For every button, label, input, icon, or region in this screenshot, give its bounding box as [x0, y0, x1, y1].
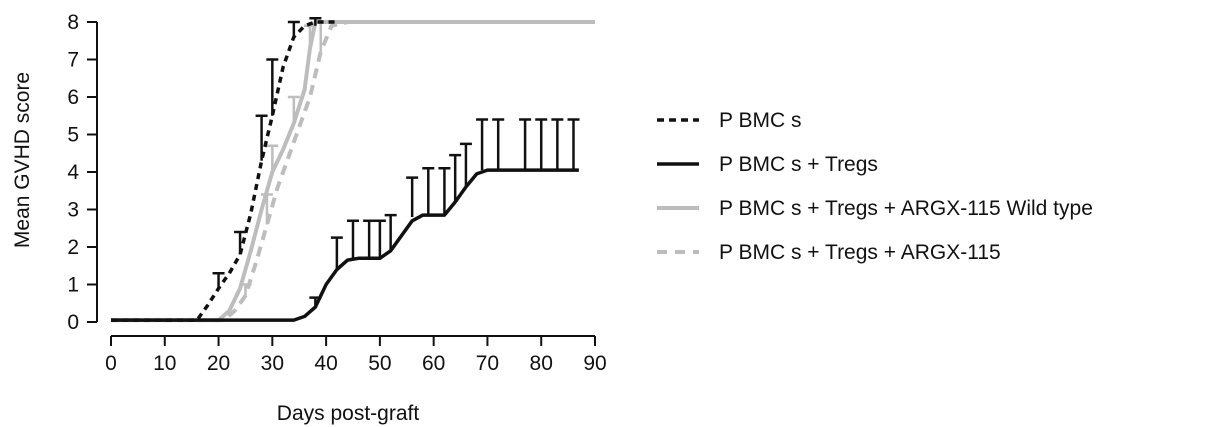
x-tick-label: 70	[476, 352, 499, 375]
x-tick-label: 60	[422, 352, 445, 375]
legend-label: P BMC s	[719, 109, 801, 132]
x-tick-label: 30	[261, 352, 284, 375]
legend-item: P BMC s + Tregs + ARGX-115	[657, 241, 1001, 264]
y-tick-label: 1	[67, 274, 79, 297]
y-tick-label: 5	[67, 124, 79, 147]
x-tick-label: 80	[530, 352, 553, 375]
x-tick-label: 20	[207, 352, 230, 375]
y-tick-label: 0	[67, 311, 79, 334]
series-line	[111, 168, 579, 322]
x-tick-label: 40	[314, 352, 337, 375]
series-0	[111, 17, 337, 322]
y-tick-label: 3	[67, 199, 79, 222]
x-axis-title: Days post-graft	[277, 402, 420, 425]
series-line	[111, 20, 595, 323]
series-1	[111, 118, 580, 322]
y-tick-label: 7	[67, 49, 79, 72]
legend: P BMC s P BMC s + Tregs P BMC s + Tregs + …	[657, 109, 1093, 264]
x-tick-label: 50	[368, 352, 391, 375]
x-tick-label: 10	[153, 352, 176, 375]
y-tick-label: 6	[67, 86, 79, 109]
y-axis-title: Mean GVHD score	[11, 72, 34, 248]
y-tick-label: 2	[67, 236, 79, 259]
y-tick-label: 4	[67, 161, 79, 184]
x-tick-label: 0	[105, 352, 117, 375]
legend-item: P BMC s + Tregs + ARGX-115 Wild type	[657, 197, 1093, 220]
series-line	[111, 20, 337, 322]
legend-label: P BMC s + Tregs + ARGX-115 Wild type	[719, 197, 1093, 220]
axes: 0 10 20 30 40 50 60 70 80 90 0 1 2 3 4 5 6 7 8	[67, 11, 606, 375]
y-tick-label: 8	[67, 11, 79, 34]
plot-area	[111, 17, 595, 323]
legend-item: P BMC s + Tregs	[657, 153, 878, 176]
legend-item: P BMC s	[657, 109, 801, 132]
x-tick-label: 90	[583, 352, 606, 375]
legend-label: P BMC s + Tregs	[719, 153, 878, 176]
legend-label: P BMC s + Tregs + ARGX-115	[719, 241, 1001, 264]
